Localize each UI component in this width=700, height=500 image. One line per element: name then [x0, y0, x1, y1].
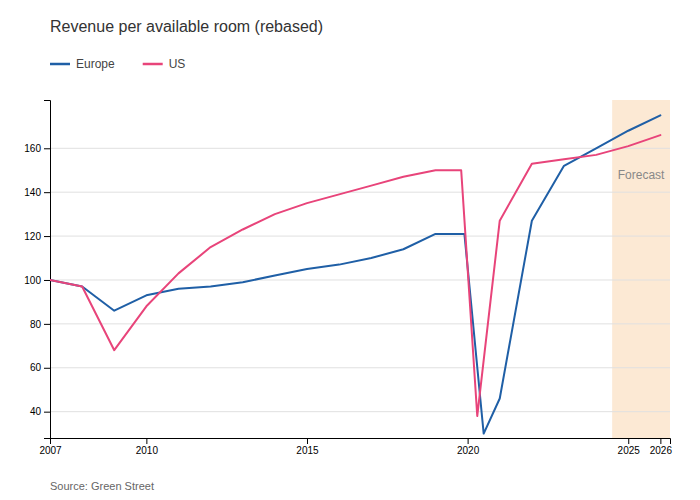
x-axis: 2007 2010 2015 2020 2025 2026: [39, 438, 672, 456]
y-tick: 100: [24, 275, 50, 286]
y-tick-mark: [44, 368, 50, 369]
x-axis-line: [51, 439, 671, 445]
y-tick-mark: [44, 148, 50, 149]
x-tick-mark: [468, 438, 469, 444]
grid-line: [50, 148, 670, 149]
y-tick-label: 160: [24, 143, 41, 154]
y-tick-label: 120: [24, 231, 41, 242]
y-tick-label: 60: [30, 362, 42, 373]
shade-group: [612, 100, 670, 438]
lines: [50, 115, 660, 433]
y-tick: 120: [24, 231, 50, 242]
x-tick-label: 2025: [618, 445, 641, 456]
y-tick: 80: [30, 319, 50, 330]
x-tick-label: 2010: [136, 445, 159, 456]
title: Revenue per available room (rebased): [50, 18, 323, 35]
grid-line: [50, 192, 670, 193]
plot-area: 2007 2010 2015 2020 2025 2026 40 60 80 100 120 140 1…: [24, 100, 672, 456]
series-line: [50, 135, 660, 416]
legend-item: US: [143, 57, 186, 71]
grid-line: [50, 411, 670, 412]
y-tick: 160: [24, 143, 50, 154]
annotation: Forecast: [618, 168, 665, 182]
x-tick-mark: [660, 438, 661, 444]
x-tick-label: 2007: [39, 445, 62, 456]
legend-swatch: [50, 63, 70, 66]
y-tick-label: 100: [24, 275, 41, 286]
y-axis: 40 60 80 100 120 140 160: [24, 101, 50, 439]
legend: Europe US: [50, 57, 185, 71]
grid-line: [50, 279, 670, 280]
grid-line: [50, 367, 670, 368]
source-note: Source: Green Street: [50, 480, 154, 492]
y-tick-mark: [44, 280, 50, 281]
series-line: [50, 115, 660, 433]
y-tick-mark: [44, 324, 50, 325]
legend-item: Europe: [50, 57, 115, 71]
y-tick-label: 40: [30, 406, 42, 417]
legend-swatch: [143, 63, 163, 66]
y-axis-line: [44, 101, 51, 439]
legend-label: Europe: [76, 57, 115, 71]
x-tick-mark: [146, 438, 147, 444]
y-tick-mark: [44, 412, 50, 413]
y-tick-mark: [44, 236, 50, 237]
x-tick: 2020: [457, 438, 480, 456]
x-tick: 2010: [136, 438, 159, 456]
chart: Revenue per available room (rebased) 2007…: [0, 0, 700, 500]
grid-line: [50, 323, 670, 324]
x-tick-label: 2015: [296, 445, 319, 456]
y-tick-label: 80: [30, 319, 42, 330]
x-tick-label: 2026: [650, 445, 673, 456]
forecast-region: [612, 100, 670, 438]
y-tick: 60: [30, 362, 50, 373]
grid-line: [50, 236, 670, 237]
x-tick-label: 2020: [457, 445, 480, 456]
x-tick: 2007: [39, 438, 62, 456]
x-tick: 2015: [296, 438, 319, 456]
y-tick: 40: [30, 406, 50, 417]
x-tick-mark: [307, 438, 308, 444]
x-tick: 2025: [618, 438, 641, 456]
y-tick-mark: [44, 192, 50, 193]
legend-label: US: [169, 57, 186, 71]
y-tick-label: 140: [24, 187, 41, 198]
x-tick: 2026: [650, 438, 673, 456]
y-tick: 140: [24, 187, 50, 198]
x-tick-mark: [628, 438, 629, 444]
